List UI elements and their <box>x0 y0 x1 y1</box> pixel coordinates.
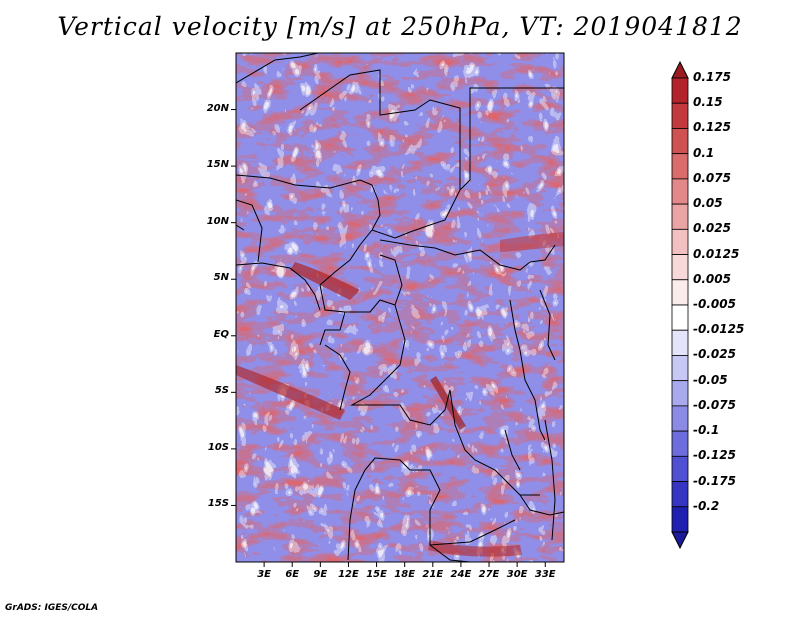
lon-label: 6E <box>285 569 300 580</box>
colorbar-max-arrow <box>671 60 689 79</box>
lat-label: 15N <box>206 159 229 171</box>
colorbar-box <box>671 279 689 306</box>
colorbar-box <box>671 102 689 129</box>
border-gabon <box>319 311 346 346</box>
colorbar-label: -0.05 <box>693 372 728 387</box>
lat-label: 15S <box>207 498 229 510</box>
lon-label: 33E <box>534 569 556 580</box>
colorbar-box <box>671 506 689 533</box>
lat-label: 10S <box>207 441 229 453</box>
lon-label: 9E <box>313 569 328 580</box>
colorbar-box <box>671 128 689 155</box>
colorbar-label: 0.175 <box>693 70 731 84</box>
border-car-south-sudan <box>379 239 556 271</box>
colorbar-label: -0.175 <box>693 473 736 488</box>
border-angola-zambia <box>364 457 516 546</box>
colorbar-label: -0.075 <box>693 397 736 412</box>
colorbar-label: -0.125 <box>693 448 736 463</box>
colorbar-box <box>671 329 689 356</box>
border-togo <box>236 224 245 231</box>
colorbar-box <box>671 481 689 508</box>
border-nigeria-cameroon <box>319 184 381 286</box>
border-namibia-angola-coast <box>347 469 366 561</box>
lat-label: 20N <box>206 102 229 114</box>
country-borders <box>236 53 564 562</box>
lon-label: 30E <box>506 569 528 580</box>
colorbar-box <box>671 178 689 205</box>
velocity-field <box>236 53 564 562</box>
strong-ascent-band-congo <box>430 376 466 430</box>
lon-label: 21E <box>422 569 444 580</box>
lake-tanganyika-outline <box>504 429 521 471</box>
colorbar-box <box>671 254 689 281</box>
colorbar-label: 0.075 <box>693 170 731 185</box>
border-benin <box>236 199 263 263</box>
border-niger-libya-chad <box>299 69 461 190</box>
coastline-gulf-of-guinea <box>236 262 321 311</box>
colorbar-label: -0.025 <box>693 347 736 362</box>
grads-credit: GrADS: IGES/COLA <box>5 603 99 613</box>
colorbar-boxes <box>671 60 689 550</box>
lon-label: 18E <box>394 569 416 580</box>
border-niger-nigeria <box>236 174 373 189</box>
border-algeria-libya <box>236 53 319 84</box>
colorbar-label: 0.0125 <box>693 246 740 261</box>
colorbar-min-arrow <box>671 531 689 550</box>
lat-label: EQ <box>213 328 229 340</box>
colorbar-box <box>671 203 689 230</box>
colorbar-box <box>671 153 689 180</box>
border-cameroon-congo <box>319 254 403 313</box>
colorbar-box <box>671 77 689 104</box>
colorbar-box <box>671 380 689 407</box>
border-great-lakes <box>509 299 546 441</box>
border-drc-zambia <box>449 389 540 496</box>
lake-victoria-outline <box>539 289 556 361</box>
colorbar-label: -0.0125 <box>693 322 745 337</box>
colorbar-label: 0.025 <box>693 221 731 236</box>
colorbar-box <box>671 430 689 457</box>
colorbar-box <box>671 304 689 331</box>
colorbar-label: 0.15 <box>693 95 723 110</box>
colorbar-label: -0.1 <box>693 423 720 438</box>
colorbar-label: -0.2 <box>693 498 720 513</box>
map-frame <box>235 52 565 563</box>
lon-label: 24E <box>450 569 472 580</box>
strong-ascent-band-east <box>500 232 564 252</box>
colorbar-box <box>671 405 689 432</box>
border-zambia-malawi <box>519 494 564 516</box>
border-chad-sudan <box>371 87 564 239</box>
lat-label: 5S <box>214 385 229 397</box>
colorbar-label: 0.125 <box>693 120 731 135</box>
neutral-contours <box>236 53 564 562</box>
colorbar-box <box>671 228 689 255</box>
plot-title: Vertical velocity [m/s] at 250hPa, VT: 2… <box>57 12 743 41</box>
colorbar-label: 0.1 <box>693 145 715 160</box>
border-congo-coast <box>324 344 351 411</box>
strong-ascent-band-west <box>236 365 345 420</box>
colorbar-box <box>671 455 689 482</box>
colorbar-label: -0.005 <box>693 297 736 311</box>
lake-malawi-outline <box>544 419 556 541</box>
lat-label: 5N <box>213 272 229 284</box>
border-namibia-botswana <box>429 544 471 562</box>
strong-ascent-band-south <box>428 540 522 557</box>
axis-ticks <box>231 109 546 567</box>
colorbar-label: 0.05 <box>693 196 723 211</box>
lon-label: 12E <box>338 569 359 580</box>
lat-label: 10N <box>206 215 229 227</box>
lon-label: 27E <box>478 569 500 580</box>
colorbar-box <box>671 355 689 382</box>
border-drc-angola-north <box>350 304 451 426</box>
lon-label: 15E <box>366 569 387 580</box>
lon-label: 3E <box>257 569 271 580</box>
colorbar-label: 0.005 <box>693 271 731 286</box>
